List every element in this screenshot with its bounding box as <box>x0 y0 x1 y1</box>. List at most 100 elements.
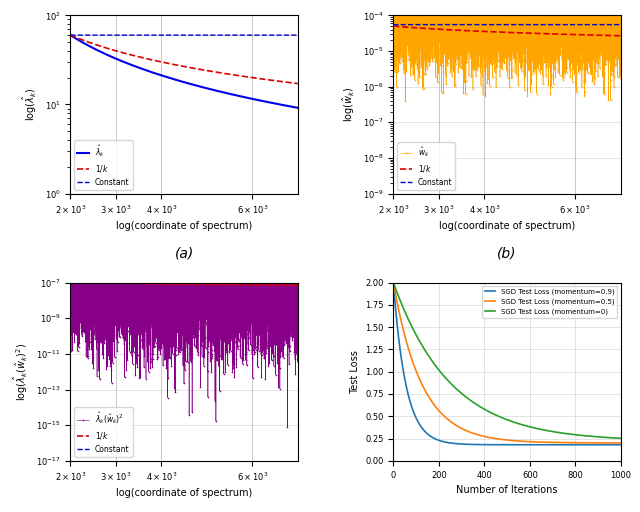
$1/k$ <box>617 33 625 39</box>
$1/k$ <box>547 31 554 37</box>
Constant <box>547 22 554 28</box>
SGD Test Loss (momentum=0.5) <box>546 439 554 445</box>
X-axis label: log(coordinate of spectrum): log(coordinate of spectrum) <box>439 221 575 231</box>
Line: $1/k$: $1/k$ <box>70 35 298 83</box>
SGD Test Loss (momentum=0.5) <box>617 440 625 446</box>
Constant <box>177 32 184 38</box>
$1/k$ <box>177 281 184 287</box>
$\hat{\lambda}_k$ <box>279 102 287 108</box>
Legend: $\hat{w}_k$, $1/k$, Constant: $\hat{w}_k$, $1/k$, Constant <box>397 142 456 190</box>
$1/k$ <box>390 23 397 29</box>
$1/k$ <box>278 78 285 84</box>
$\hat{\lambda}_k(\hat{w}_k)^2$ <box>279 269 287 275</box>
$\hat{\lambda}_k(\hat{w}_k)^2$ <box>67 292 74 298</box>
Constant <box>595 22 602 28</box>
Line: SGD Test Loss (momentum=0.5): SGD Test Loss (momentum=0.5) <box>394 284 621 443</box>
$1/k$ <box>279 79 287 85</box>
Y-axis label: Test Loss: Test Loss <box>349 350 360 394</box>
$1/k$ <box>602 32 610 38</box>
Constant <box>294 275 301 281</box>
$\hat{\lambda}_k$ <box>67 32 74 38</box>
SGD Test Loss (momentum=0.9) <box>571 442 579 448</box>
Constant <box>177 275 184 281</box>
$1/k$ <box>434 26 442 32</box>
$\hat{w}_k$ <box>434 5 442 11</box>
SGD Test Loss (momentum=0.9) <box>390 283 397 289</box>
Constant <box>294 32 301 38</box>
Constant <box>279 32 287 38</box>
$\hat{\lambda}_k$ <box>278 102 285 108</box>
$\hat{\lambda}_k(\hat{w}_k)^2$ <box>272 325 280 331</box>
Text: (a): (a) <box>175 247 194 261</box>
$\hat{w}_k$ <box>390 11 397 17</box>
Constant <box>111 275 119 281</box>
Legend: SGD Test Loss (momentum=0.9), SGD Test Loss (momentum=0.5), SGD Test Loss (momen: SGD Test Loss (momentum=0.9), SGD Test L… <box>482 286 618 318</box>
SGD Test Loss (momentum=0) <box>390 280 397 286</box>
$\hat{\lambda}_k$ <box>271 100 279 106</box>
$\hat{\lambda}_k(\hat{w}_k)^2$ <box>152 164 160 170</box>
Constant <box>271 275 279 281</box>
$1/k$ <box>67 32 74 38</box>
$1/k$ <box>294 80 301 87</box>
Line: $1/k$: $1/k$ <box>394 26 621 36</box>
Y-axis label: $\log(\hat{\lambda}_k(\hat{w}_k)^2)$: $\log(\hat{\lambda}_k(\hat{w}_k)^2)$ <box>12 343 31 401</box>
Constant <box>602 22 610 28</box>
X-axis label: log(coordinate of spectrum): log(coordinate of spectrum) <box>116 221 252 231</box>
Constant <box>279 275 287 281</box>
$\hat{\lambda}_k(\hat{w}_k)^2$ <box>111 315 119 321</box>
Constant <box>600 22 608 28</box>
$\hat{\lambda}_k$ <box>224 90 232 96</box>
Constant <box>617 22 625 28</box>
$\hat{\lambda}_k$ <box>111 55 119 61</box>
Line: $1/k$: $1/k$ <box>70 282 298 285</box>
$1/k$ <box>111 280 119 286</box>
SGD Test Loss (momentum=0.9) <box>482 441 490 447</box>
Constant <box>67 32 74 38</box>
SGD Test Loss (momentum=0) <box>490 411 497 417</box>
Line: SGD Test Loss (momentum=0.9): SGD Test Loss (momentum=0.9) <box>394 286 621 445</box>
SGD Test Loss (momentum=0.9) <box>617 442 625 448</box>
Legend: $\hat{\lambda}_k$, $1/k$, Constant: $\hat{\lambda}_k$, $1/k$, Constant <box>74 140 132 190</box>
$1/k$ <box>600 32 608 38</box>
SGD Test Loss (momentum=0) <box>617 435 625 441</box>
Constant <box>111 32 119 38</box>
Constant <box>271 32 279 38</box>
SGD Test Loss (momentum=0.9) <box>490 442 497 448</box>
$\hat{w}_k$ <box>499 17 507 23</box>
SGD Test Loss (momentum=0) <box>546 428 554 434</box>
SGD Test Loss (momentum=0) <box>413 333 420 339</box>
$1/k$ <box>595 32 602 38</box>
$1/k$ <box>278 282 285 288</box>
$1/k$ <box>294 282 301 288</box>
$\hat{w}_k$ <box>600 4 608 10</box>
$\hat{w}_k$ <box>595 0 602 5</box>
SGD Test Loss (momentum=0) <box>482 407 490 413</box>
$1/k$ <box>224 71 232 77</box>
$\hat{w}_k$ <box>547 50 554 56</box>
SGD Test Loss (momentum=0.9) <box>546 442 554 448</box>
SGD Test Loss (momentum=0.5) <box>413 370 420 376</box>
Legend: $\hat{\lambda}_k(\hat{w}_k)^2$, $1/k$, Constant: $\hat{\lambda}_k(\hat{w}_k)^2$, $1/k$, C… <box>74 407 132 457</box>
Line: $\hat{w}_k$: $\hat{w}_k$ <box>392 0 621 102</box>
X-axis label: log(coordinate of spectrum): log(coordinate of spectrum) <box>116 488 252 499</box>
Text: (b): (b) <box>497 247 517 261</box>
$1/k$ <box>111 48 119 54</box>
Constant <box>499 22 507 28</box>
SGD Test Loss (momentum=0.9) <box>567 442 575 448</box>
$\hat{\lambda}_k(\hat{w}_k)^2$ <box>284 424 291 430</box>
SGD Test Loss (momentum=0) <box>567 431 575 437</box>
Constant <box>278 275 285 281</box>
Constant <box>224 275 232 281</box>
SGD Test Loss (momentum=0.9) <box>413 416 420 422</box>
$\hat{\lambda}_k$ <box>294 105 301 111</box>
SGD Test Loss (momentum=0.5) <box>567 440 575 446</box>
$1/k$ <box>271 282 279 288</box>
$1/k$ <box>271 78 279 84</box>
SGD Test Loss (momentum=0.5) <box>482 434 490 440</box>
$\hat{w}_k$ <box>401 98 409 104</box>
Constant <box>67 275 74 281</box>
$\hat{\lambda}_k(\hat{w}_k)^2$ <box>224 234 232 240</box>
Constant <box>390 22 397 28</box>
Constant <box>224 32 232 38</box>
Constant <box>278 32 285 38</box>
